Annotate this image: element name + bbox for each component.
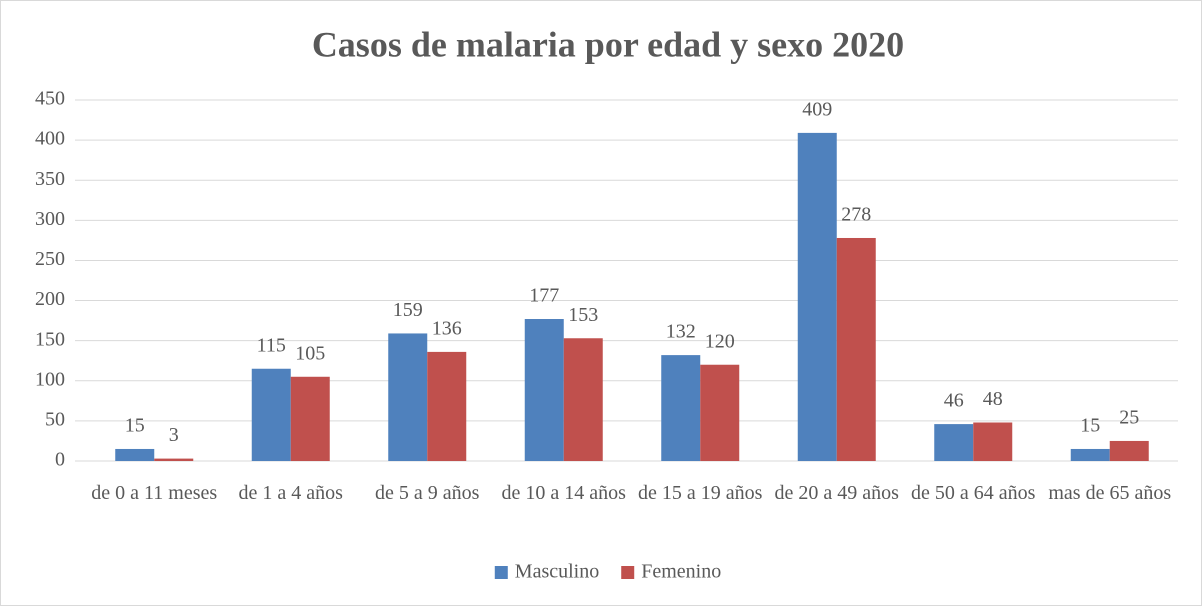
bar — [934, 424, 974, 461]
bar — [427, 351, 467, 461]
bar — [661, 355, 701, 461]
bar — [836, 237, 876, 461]
x-tick-label: de 5 a 9 años — [375, 482, 480, 504]
y-tick-label: 350 — [35, 168, 65, 190]
legend-swatch — [621, 566, 635, 579]
data-label: 46 — [944, 390, 964, 412]
x-tick-label: de 0 a 11 meses — [91, 482, 218, 504]
data-label: 15 — [125, 415, 145, 437]
legend-label: Masculino — [515, 561, 599, 583]
data-label: 278 — [841, 204, 871, 226]
data-label: 15 — [1080, 415, 1100, 437]
data-label: 48 — [983, 388, 1003, 410]
chart-title: Casos de malaria por edad y sexo 2020 — [312, 24, 904, 64]
y-tick-label: 250 — [35, 248, 65, 270]
bar — [154, 458, 194, 461]
y-tick-label: 50 — [45, 408, 65, 430]
data-label: 177 — [529, 285, 559, 307]
y-tick-label: 150 — [35, 328, 65, 350]
bar — [115, 448, 155, 461]
bar — [1070, 448, 1110, 461]
y-tick-label: 450 — [35, 88, 65, 110]
data-label: 136 — [432, 317, 462, 339]
bar — [524, 319, 564, 461]
data-label: 159 — [393, 299, 423, 321]
x-tick-label: de 10 a 14 años — [501, 482, 626, 504]
y-tick-label: 0 — [55, 449, 65, 471]
bar — [797, 132, 837, 461]
bar — [973, 422, 1013, 461]
x-tick-label: de 15 a 19 años — [638, 482, 763, 504]
data-label: 120 — [705, 330, 735, 352]
bar — [563, 338, 603, 461]
bar — [290, 376, 330, 461]
data-label: 105 — [295, 342, 325, 364]
x-tick-label: de 20 a 49 años — [774, 482, 899, 504]
data-label: 3 — [169, 424, 179, 446]
bar — [251, 368, 291, 461]
data-label: 132 — [666, 321, 696, 343]
bar — [388, 333, 428, 461]
data-label: 409 — [802, 98, 832, 120]
x-tick-label: mas de 65 años — [1048, 482, 1172, 504]
x-tick-label: de 50 a 64 años — [911, 482, 1036, 504]
y-tick-label: 200 — [35, 288, 65, 310]
legend-label: Femenino — [641, 561, 721, 583]
y-tick-label: 300 — [35, 208, 65, 230]
data-label: 115 — [257, 334, 286, 356]
bar — [700, 364, 740, 461]
y-tick-label: 100 — [35, 368, 65, 390]
y-tick-label: 400 — [35, 128, 65, 150]
data-label: 153 — [568, 304, 598, 326]
bar — [1109, 440, 1149, 461]
x-tick-label: de 1 a 4 años — [238, 482, 343, 504]
data-label: 25 — [1119, 407, 1139, 429]
legend-swatch — [494, 566, 508, 579]
